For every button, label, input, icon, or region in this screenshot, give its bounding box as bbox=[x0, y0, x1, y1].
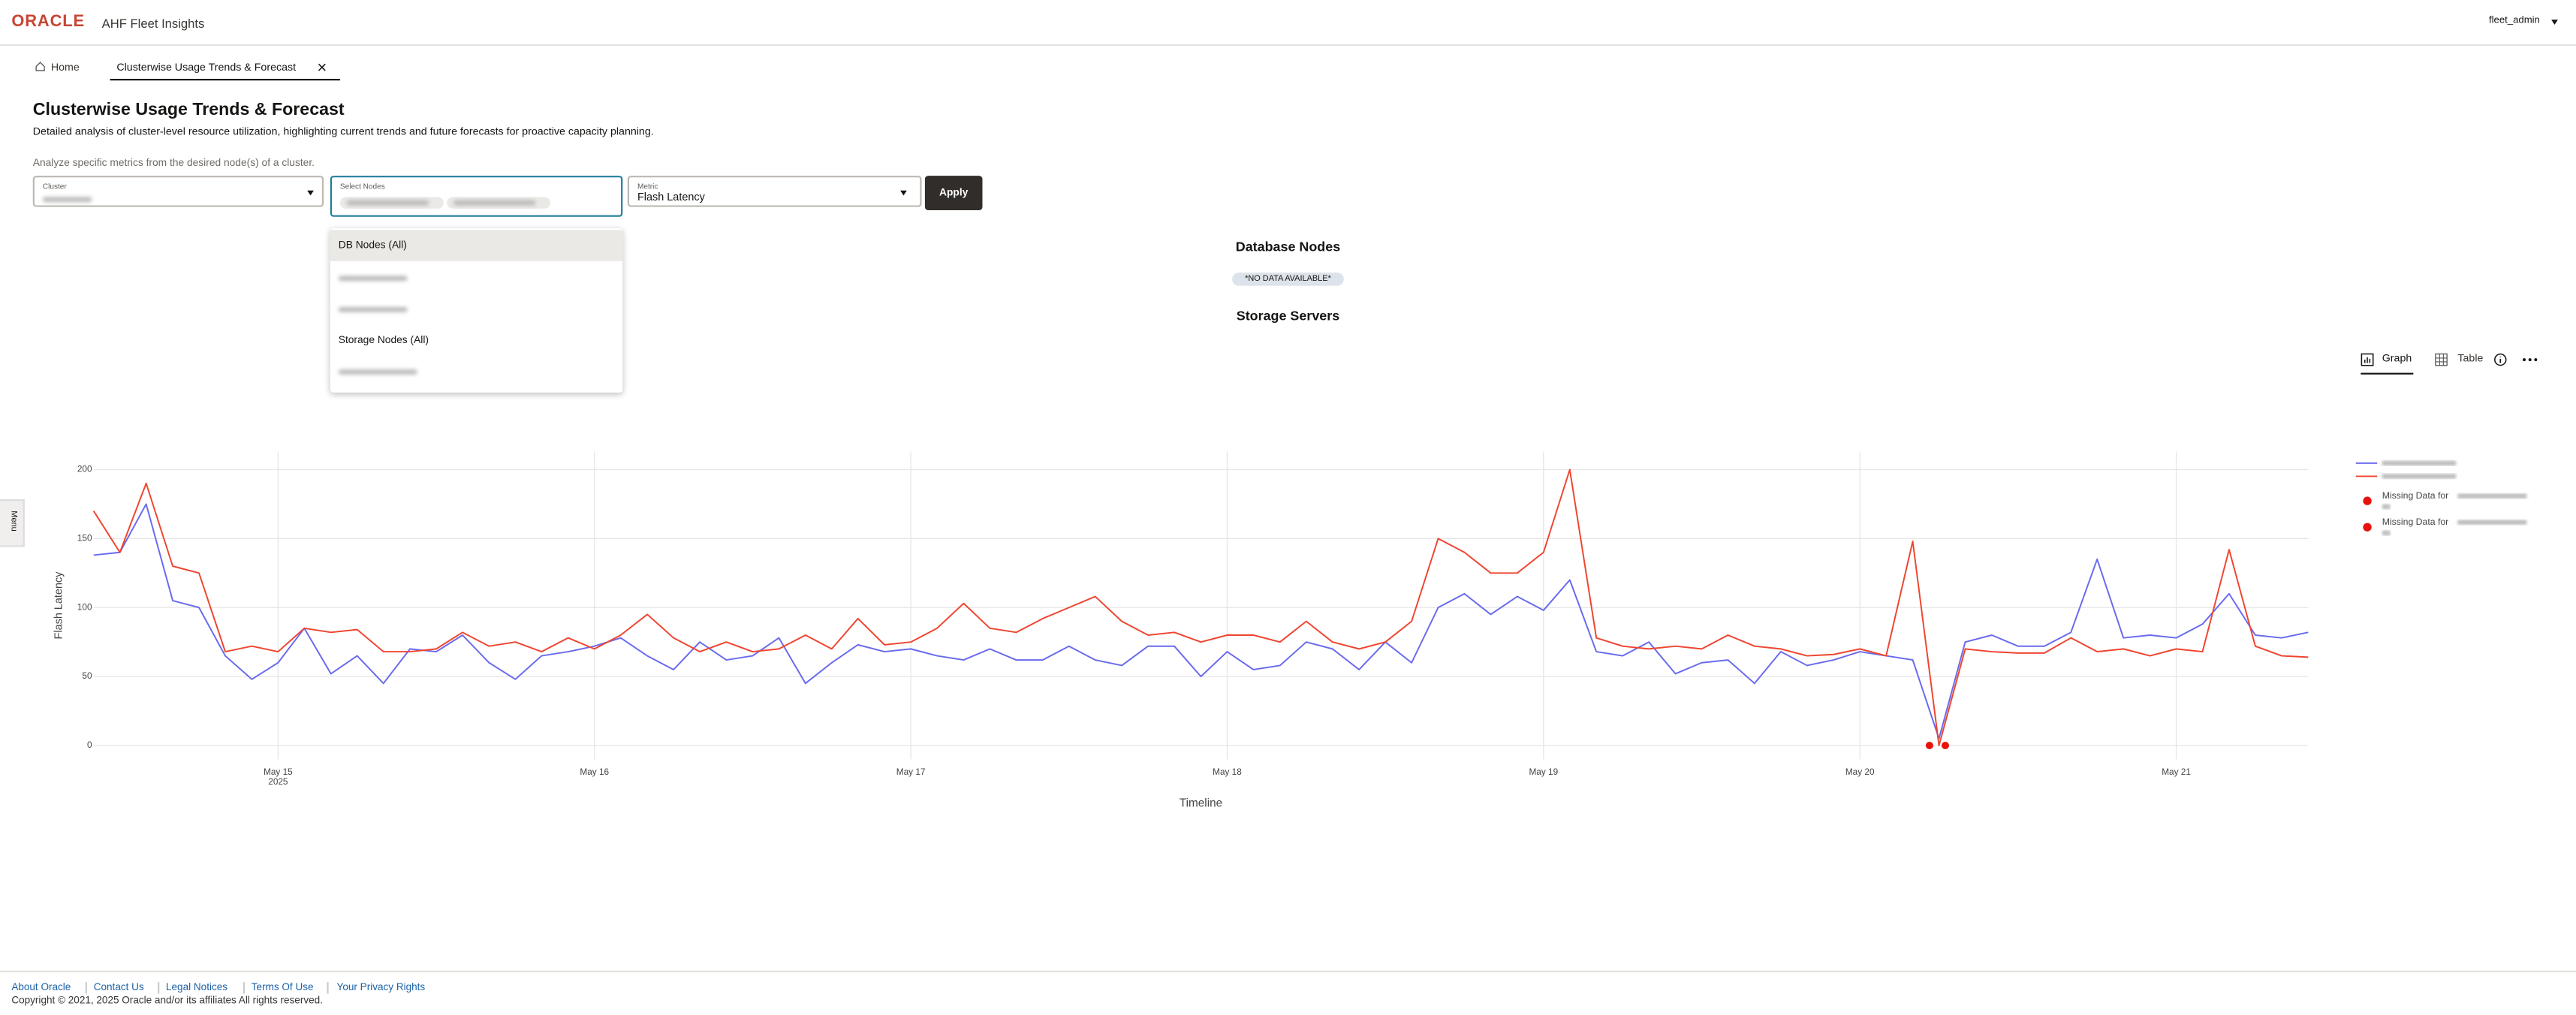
tab-home[interactable]: Home bbox=[50, 62, 80, 74]
footer-link[interactable]: About Oracle bbox=[11, 982, 71, 994]
tab-close[interactable] bbox=[317, 62, 327, 72]
user-caret[interactable] bbox=[2551, 20, 2558, 25]
footer-link[interactable]: Legal Notices bbox=[165, 982, 228, 994]
blurred-chip bbox=[453, 200, 536, 206]
dropdown-option[interactable] bbox=[330, 294, 622, 326]
legend-blurred-name bbox=[2382, 504, 2391, 510]
y-axis-title: Flash Latency bbox=[53, 571, 65, 640]
missing-marker bbox=[1925, 741, 1933, 750]
x-tick-year: 2025 bbox=[268, 776, 288, 787]
y-tick-label: 200 bbox=[77, 464, 92, 474]
x-axis-title: Timeline bbox=[1180, 797, 1222, 809]
x-tick-label: May 17 bbox=[896, 767, 926, 777]
series-line bbox=[92, 468, 2309, 746]
legend-swatch bbox=[2363, 496, 2372, 505]
x-tick-label: May 15 bbox=[264, 767, 293, 777]
page-title: Clusterwise Usage Trends & Forecast bbox=[32, 100, 345, 120]
y-tick-label: 150 bbox=[77, 533, 92, 544]
legend-blurred-name bbox=[2382, 530, 2391, 536]
missing-marker bbox=[1941, 741, 1950, 750]
blurred-option bbox=[338, 276, 408, 282]
x-tick-label: May 16 bbox=[580, 767, 609, 777]
table-icon[interactable] bbox=[2435, 353, 2448, 366]
apply-button[interactable]: Apply bbox=[924, 176, 983, 211]
y-tick-label: 0 bbox=[87, 739, 92, 750]
table-toggle[interactable]: Table bbox=[2457, 353, 2484, 365]
node-chip[interactable] bbox=[339, 197, 444, 209]
legend-label: Missing Data for bbox=[2382, 517, 2449, 527]
home-icon[interactable] bbox=[35, 61, 46, 72]
hint: Analyze specific metrics from the desire… bbox=[32, 158, 315, 170]
info-icon[interactable] bbox=[2494, 353, 2508, 366]
nodes-label: Select Nodes bbox=[339, 182, 385, 191]
metric-select[interactable]: Metric Flash Latency bbox=[627, 176, 922, 207]
y-tick-label: 50 bbox=[82, 670, 92, 681]
header-border bbox=[0, 44, 2576, 46]
legend-blurred-name bbox=[2382, 460, 2457, 466]
no-data-badge: *NO DATA AVAILABLE* bbox=[1232, 273, 1344, 286]
nodes-dropdown: DB Nodes (All) Storage Nodes (All) bbox=[330, 228, 623, 393]
tab-underline bbox=[110, 79, 340, 82]
page-description: Detailed analysis of cluster-level resou… bbox=[32, 126, 654, 138]
graph-underline bbox=[2361, 372, 2414, 375]
dropdown-option[interactable]: DB Nodes (All) bbox=[330, 230, 623, 261]
series-line bbox=[93, 503, 2309, 739]
legend-blurred-name bbox=[2457, 493, 2527, 498]
footer-link[interactable]: Contact Us bbox=[93, 982, 144, 994]
x-tick-label: May 20 bbox=[1845, 767, 1875, 777]
more-icon[interactable] bbox=[2522, 357, 2538, 363]
x-tick-label: May 21 bbox=[2162, 767, 2191, 777]
graph-icon[interactable] bbox=[2361, 353, 2374, 366]
node-chip[interactable] bbox=[447, 197, 551, 209]
dropdown-option[interactable] bbox=[330, 263, 622, 294]
caret bbox=[307, 190, 314, 196]
nodes-select[interactable]: Select Nodes bbox=[330, 176, 623, 217]
blurred-option bbox=[338, 369, 417, 375]
y-tick-label: 100 bbox=[77, 601, 92, 612]
tab-active[interactable]: Clusterwise Usage Trends & Forecast bbox=[116, 62, 297, 74]
legend-blurred-name bbox=[2457, 520, 2527, 525]
footer-link[interactable]: Your Privacy Rights bbox=[336, 982, 426, 994]
storage-servers-title: Storage Servers bbox=[1236, 309, 1340, 324]
metric-value: Flash Latency bbox=[637, 191, 705, 204]
graph-toggle[interactable]: Graph bbox=[2382, 353, 2412, 365]
side-menu[interactable]: Menu bbox=[0, 499, 25, 547]
copyright: Copyright © 2021, 2025 Oracle and/or its… bbox=[11, 995, 323, 1007]
db-nodes-title: Database Nodes bbox=[1235, 239, 1341, 255]
legend-blurred-name bbox=[2382, 474, 2457, 479]
oracle-logo[interactable]: ORACLE bbox=[11, 13, 85, 32]
blurred-option bbox=[338, 307, 408, 312]
legend-swatch bbox=[2363, 523, 2372, 532]
cluster-select[interactable]: Cluster bbox=[32, 176, 324, 207]
legend-label: Missing Data for bbox=[2382, 490, 2449, 501]
footer-link[interactable]: Terms Of Use bbox=[251, 982, 314, 994]
blurred-chip bbox=[346, 200, 429, 206]
user-menu[interactable]: fleet_admin bbox=[2488, 16, 2540, 27]
x-tick-label: May 19 bbox=[1529, 767, 1558, 777]
blurred-value bbox=[42, 197, 92, 203]
app-title: AHF Fleet Insights bbox=[101, 16, 205, 32]
dropdown-option[interactable] bbox=[330, 357, 622, 388]
dropdown-option[interactable]: Storage Nodes (All) bbox=[338, 335, 429, 347]
metric-label: Metric bbox=[637, 182, 658, 191]
caret bbox=[900, 190, 907, 196]
x-tick-label: May 18 bbox=[1213, 767, 1242, 777]
cluster-label: Cluster bbox=[42, 182, 67, 191]
separator bbox=[243, 982, 244, 994]
